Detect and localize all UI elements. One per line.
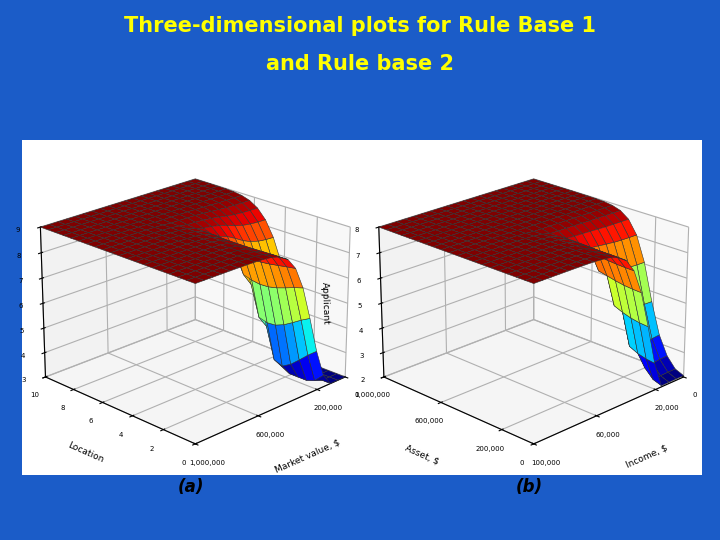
Y-axis label: Location: Location <box>66 441 104 464</box>
Text: (a): (a) <box>178 478 204 496</box>
Y-axis label: Asset, $: Asset, $ <box>404 443 441 466</box>
Text: and Rule base 2: and Rule base 2 <box>266 54 454 74</box>
X-axis label: Income, $: Income, $ <box>624 443 668 469</box>
Text: (b): (b) <box>516 478 543 496</box>
X-axis label: Market value, $: Market value, $ <box>274 437 342 475</box>
Text: Three-dimensional plots for Rule Base 1: Three-dimensional plots for Rule Base 1 <box>124 16 596 36</box>
